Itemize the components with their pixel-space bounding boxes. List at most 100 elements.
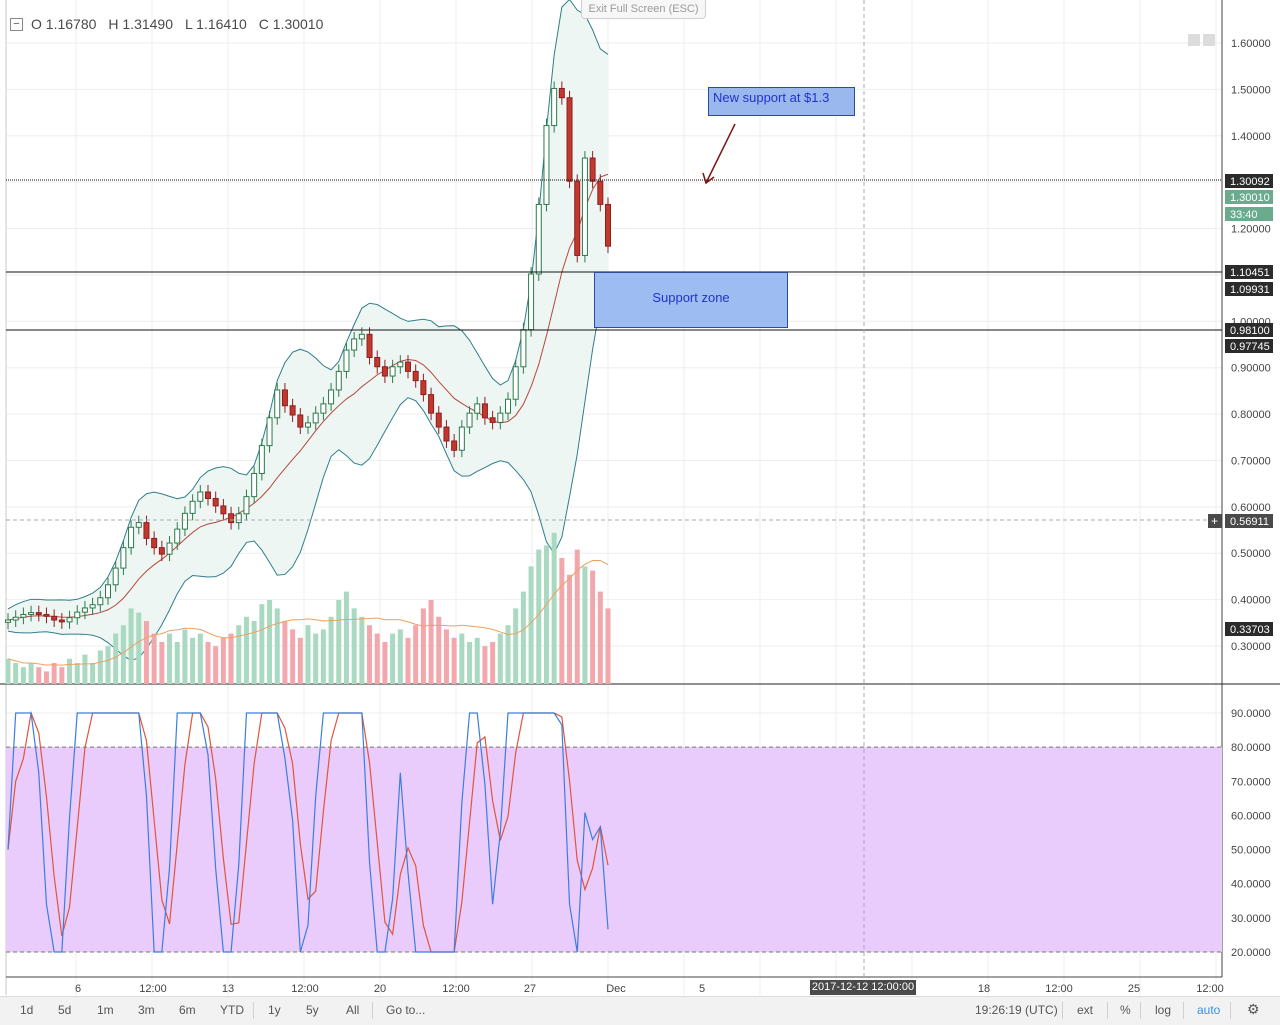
volume-bar	[182, 629, 188, 684]
candle	[305, 422, 311, 428]
ohlc-close: C 1.30010	[258, 16, 324, 32]
goto-button[interactable]: Go to...	[386, 1003, 426, 1017]
candle	[497, 412, 504, 423]
candle	[558, 87, 565, 99]
volume-bar	[220, 637, 226, 684]
range-6m[interactable]: 6m	[179, 1003, 196, 1017]
stoch-band	[6, 747, 1222, 952]
range-3m[interactable]: 3m	[138, 1003, 155, 1017]
candle	[412, 370, 419, 382]
time-tick: Dec	[606, 983, 626, 995]
candle	[28, 612, 35, 615]
candle	[489, 417, 496, 423]
ext-toggle[interactable]: ext	[1077, 1003, 1094, 1017]
exit-fullscreen-button[interactable]: Exit Full Screen (ESC)	[581, 0, 706, 19]
price-flag-label: 33:40	[1230, 209, 1258, 221]
volume-bar	[59, 667, 65, 684]
new-support-callout[interactable]: New support at $1.3	[708, 87, 855, 116]
price-flag	[1225, 265, 1273, 279]
candle	[420, 380, 427, 396]
pane-settings-icon[interactable]	[1203, 34, 1215, 46]
candle	[405, 361, 411, 372]
range-ytd[interactable]: YTD	[220, 1003, 244, 1017]
time-tick: 5	[699, 983, 705, 995]
candle	[297, 414, 304, 428]
volume-bar	[243, 616, 249, 684]
settings-gear-icon[interactable]: ⚙	[1247, 1001, 1260, 1017]
stoch-tick: 70.0000	[1231, 776, 1271, 788]
stoch-tick: 30.0000	[1231, 913, 1271, 925]
time-tick: 12:00	[442, 983, 470, 995]
price-tick: 0.40000	[1231, 595, 1271, 607]
candle	[135, 522, 142, 528]
price-tick: 0.60000	[1231, 502, 1271, 514]
volume-bar	[74, 663, 80, 684]
price-flag-label: 0.97745	[1230, 341, 1270, 353]
volume-bar	[297, 637, 303, 684]
candle	[189, 500, 196, 514]
candle	[358, 333, 365, 340]
volume-bar	[428, 600, 434, 684]
range-1m[interactable]: 1m	[97, 1003, 114, 1017]
candle	[205, 491, 211, 499]
candle	[105, 584, 111, 599]
price-flag	[1225, 207, 1273, 221]
candle	[343, 349, 350, 372]
collapse-legend-icon[interactable]: −	[10, 17, 23, 31]
volume-bar	[120, 625, 126, 684]
candle	[66, 617, 73, 623]
candle	[581, 157, 588, 256]
log-toggle[interactable]: log	[1155, 1003, 1172, 1017]
volume-bar	[43, 671, 49, 684]
candle	[143, 522, 150, 539]
crosshair-date-flag: 2017-12-12 12:00:00	[810, 980, 916, 995]
candle	[12, 616, 19, 621]
volume-bar	[374, 633, 380, 684]
ohlc-legend: − O 1.16780 H 1.31490 L 1.16410 C 1.3001…	[10, 16, 333, 32]
volume-bar	[159, 642, 165, 684]
range-1y[interactable]: 1y	[268, 1003, 281, 1017]
price-flag	[1225, 514, 1273, 528]
volume-bar	[551, 532, 557, 684]
moving-average	[7, 173, 609, 621]
time-tick: 12:00	[291, 983, 319, 995]
bollinger-fill	[8, 0, 608, 661]
volume-bar	[390, 633, 396, 684]
candle	[166, 542, 173, 555]
range-5y[interactable]: 5y	[306, 1003, 319, 1017]
range-all[interactable]: All	[346, 1003, 360, 1017]
price-tick: 1.20000	[1231, 224, 1271, 236]
support-zone-rect[interactable]: Support zone	[594, 272, 788, 328]
percent-toggle[interactable]: %	[1120, 1003, 1131, 1017]
maximize-pane-icon[interactable]	[1188, 34, 1200, 46]
volume-bar	[559, 558, 565, 684]
stoch-k-line	[7, 712, 609, 953]
candle	[197, 491, 204, 502]
volume-bar	[543, 545, 549, 684]
volume-bar	[236, 625, 242, 684]
candle	[543, 125, 550, 205]
volume-bar	[451, 637, 457, 684]
range-5d[interactable]: 5d	[58, 1003, 72, 1017]
auto-toggle[interactable]: auto	[1197, 1003, 1221, 1017]
price-flag	[1225, 339, 1273, 353]
candle	[520, 329, 527, 368]
candle	[474, 403, 481, 414]
candle	[443, 426, 450, 442]
range-1d[interactable]: 1d	[20, 1003, 34, 1017]
candle	[328, 389, 335, 405]
candle	[281, 389, 288, 407]
candle	[351, 338, 358, 351]
candle	[243, 496, 250, 515]
candle	[381, 366, 388, 377]
price-flag	[1225, 323, 1273, 337]
volume-bar	[536, 549, 542, 684]
candle	[120, 547, 127, 569]
utc-clock: 19:26:19 (UTC)	[975, 1003, 1058, 1017]
stoch-tick: 90.0000	[1231, 708, 1271, 720]
candle	[235, 513, 242, 524]
price-flag-label: 1.30010	[1230, 192, 1270, 204]
volume-bar	[190, 637, 196, 684]
candle	[20, 613, 27, 618]
